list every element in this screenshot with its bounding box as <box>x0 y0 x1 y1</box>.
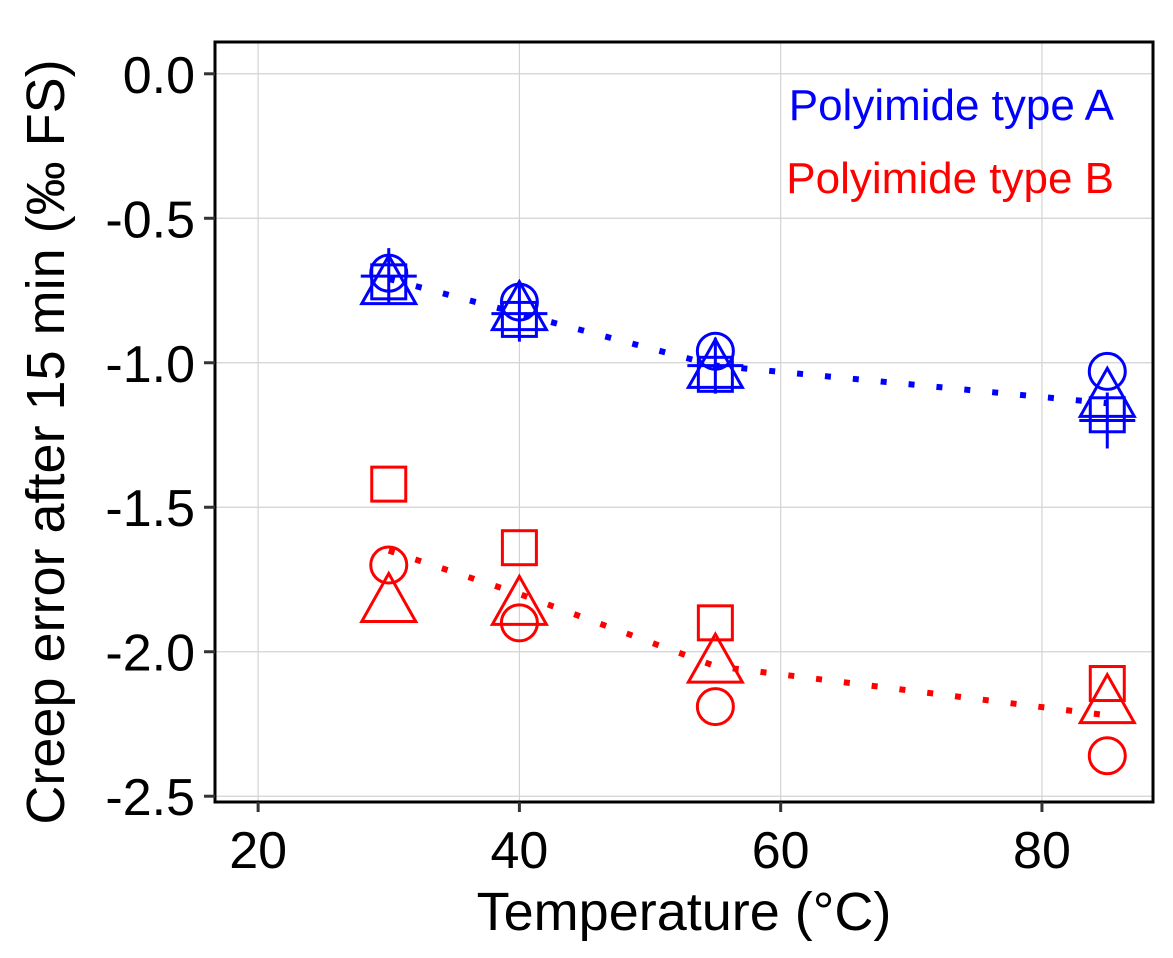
triangle-marker <box>359 570 419 623</box>
triangle-marker <box>359 252 419 306</box>
square-marker <box>370 263 408 301</box>
plus-marker <box>1079 392 1136 449</box>
data-points <box>359 248 1137 776</box>
y-axis-title: Creep error after 15 min (‰ FS) <box>16 59 76 824</box>
y-axis-ticks: 0.0 -0.5 -1.0 -1.5 -2.0 -2.5 <box>105 47 215 827</box>
triangle-marker <box>1077 365 1137 418</box>
grid-lines <box>215 42 1153 802</box>
square-marker <box>1088 396 1126 434</box>
circle-marker <box>499 603 539 643</box>
x-tick-label: 80 <box>1013 822 1071 880</box>
square-marker <box>370 465 408 503</box>
triangle-marker <box>685 631 745 684</box>
triangle-marker <box>1077 671 1137 725</box>
circle-marker <box>1087 736 1127 776</box>
circle-marker <box>1087 351 1127 391</box>
y-tick-label: -0.5 <box>105 191 195 249</box>
triangle-marker <box>489 278 549 332</box>
x-tick-label: 40 <box>490 822 548 880</box>
y-tick-label: -2.0 <box>105 625 195 683</box>
triangle-marker <box>489 573 549 626</box>
legend: Polyimide type A Polyimide type B <box>786 81 1114 203</box>
circle-marker <box>369 545 409 585</box>
x-tick-label: 20 <box>229 822 287 880</box>
square-marker <box>500 300 538 338</box>
y-tick-label: -1.5 <box>105 480 195 538</box>
y-tick-label: -1.0 <box>105 336 195 394</box>
x-axis-ticks: 20 40 60 80 <box>229 802 1071 880</box>
legend-entry: Polyimide type B <box>786 154 1114 203</box>
trend-line <box>387 276 1108 407</box>
circle-marker <box>695 687 735 727</box>
square-marker <box>1088 665 1126 703</box>
plus-marker <box>687 337 744 394</box>
square-marker <box>696 355 734 393</box>
square-marker <box>696 604 734 642</box>
x-axis-title: Temperature (°C) <box>477 882 892 942</box>
legend-entry: Polyimide type A <box>789 81 1115 130</box>
square-marker <box>500 529 538 567</box>
triangle-marker <box>685 336 745 389</box>
y-tick-label: 0.0 <box>123 47 195 105</box>
y-tick-label: -2.5 <box>105 769 195 827</box>
plot-panel-border <box>213 40 1155 804</box>
x-tick-label: 60 <box>752 822 810 880</box>
trend-lines <box>387 276 1108 719</box>
